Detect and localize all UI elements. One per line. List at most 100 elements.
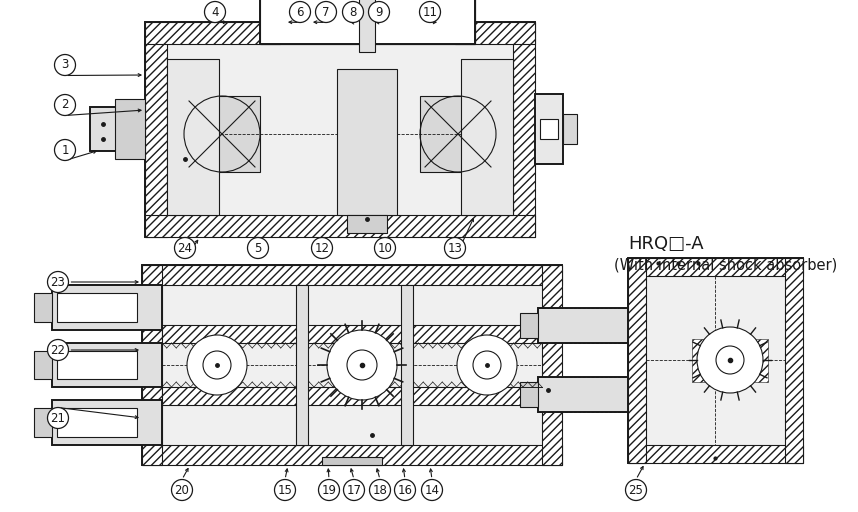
Text: 21: 21 (51, 412, 65, 424)
Text: 6: 6 (296, 6, 304, 18)
Text: 1: 1 (61, 143, 69, 157)
Bar (34, 293, 52, 322)
Text: 23: 23 (51, 275, 65, 288)
Bar (628, 258, 803, 276)
Bar (184, 96, 260, 172)
Circle shape (47, 408, 69, 429)
Text: 22: 22 (51, 344, 65, 356)
Text: 13: 13 (448, 242, 462, 254)
Bar (692, 339, 768, 382)
Bar (542, 265, 562, 465)
Bar (401, 285, 413, 445)
Bar (322, 457, 382, 465)
Text: 9: 9 (375, 6, 383, 18)
Circle shape (625, 480, 646, 501)
Text: 10: 10 (378, 242, 392, 254)
Bar (359, 0, 375, 52)
Text: 4: 4 (211, 6, 219, 18)
Text: 11: 11 (422, 6, 438, 18)
Circle shape (289, 2, 311, 23)
Bar (162, 325, 542, 343)
Circle shape (370, 480, 390, 501)
Bar (167, 59, 219, 215)
Bar (162, 387, 542, 405)
Text: 18: 18 (372, 483, 388, 497)
Circle shape (318, 480, 340, 501)
Text: 7: 7 (323, 6, 329, 18)
Text: 15: 15 (277, 483, 293, 497)
Bar (260, 0, 280, 44)
Circle shape (457, 335, 517, 395)
Bar (260, 0, 475, 44)
Bar (520, 382, 538, 407)
Text: HRQ□-A: HRQ□-A (628, 235, 704, 253)
Circle shape (421, 480, 443, 501)
Bar (115, 99, 145, 159)
Bar (142, 265, 162, 465)
Circle shape (374, 238, 396, 259)
Bar (57, 351, 137, 379)
Circle shape (327, 330, 397, 400)
Text: 16: 16 (397, 483, 413, 497)
Circle shape (55, 54, 76, 75)
Text: (With internal shock absorber): (With internal shock absorber) (614, 258, 837, 273)
Bar (142, 445, 562, 465)
Circle shape (204, 2, 226, 23)
Bar (145, 22, 535, 237)
Bar (167, 59, 219, 215)
Bar (455, 0, 475, 44)
Bar (296, 285, 308, 445)
Bar (52, 285, 162, 330)
Bar (540, 119, 558, 139)
Text: 5: 5 (254, 242, 262, 254)
Bar (347, 215, 387, 233)
Circle shape (368, 2, 390, 23)
Bar (142, 265, 562, 465)
Bar (520, 313, 538, 338)
Bar (145, 22, 167, 237)
Bar (145, 215, 535, 237)
Circle shape (47, 271, 69, 292)
Text: 25: 25 (629, 483, 644, 497)
Text: 12: 12 (315, 242, 329, 254)
Bar (52, 343, 162, 387)
Bar (538, 308, 628, 343)
Circle shape (444, 238, 466, 259)
Text: 20: 20 (174, 483, 190, 497)
Text: 19: 19 (322, 483, 336, 497)
Bar (57, 293, 137, 322)
Bar (461, 59, 513, 215)
Text: 8: 8 (349, 6, 357, 18)
Bar (142, 265, 562, 285)
Text: 3: 3 (61, 58, 69, 72)
Circle shape (47, 339, 69, 360)
Bar (628, 258, 646, 463)
Bar (337, 69, 397, 215)
Bar (260, 0, 475, 44)
Circle shape (247, 238, 269, 259)
Bar (461, 59, 513, 215)
Text: 14: 14 (425, 483, 439, 497)
Circle shape (342, 2, 364, 23)
Circle shape (420, 2, 440, 23)
Bar (34, 351, 52, 379)
Bar (420, 96, 496, 172)
Circle shape (55, 139, 76, 160)
Bar (57, 408, 137, 437)
Circle shape (275, 480, 295, 501)
Circle shape (697, 327, 763, 393)
Circle shape (311, 238, 333, 259)
Bar (145, 22, 535, 44)
Circle shape (343, 480, 365, 501)
Bar (52, 400, 162, 445)
Circle shape (174, 238, 196, 259)
Bar (538, 377, 628, 412)
Text: 24: 24 (178, 242, 192, 254)
Text: 2: 2 (61, 98, 69, 112)
Text: 17: 17 (347, 483, 361, 497)
Circle shape (187, 335, 247, 395)
Bar (563, 114, 577, 144)
Bar (785, 258, 803, 463)
Bar (34, 408, 52, 437)
Bar (513, 22, 535, 237)
